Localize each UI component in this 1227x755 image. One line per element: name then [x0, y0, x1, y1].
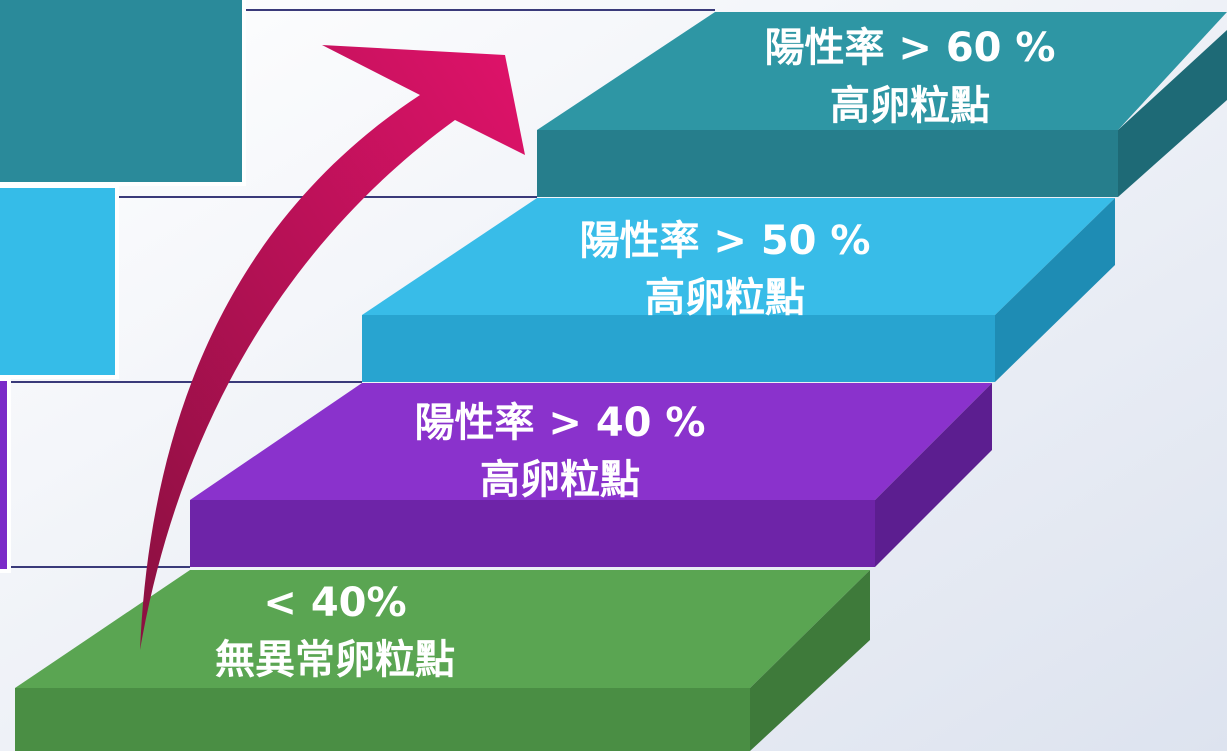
step-purple — [190, 383, 992, 567]
step-label: 高卵粒點 — [645, 275, 805, 321]
step-label: 陽性率 > 60 % — [764, 25, 1055, 71]
step-label: 高卵粒點 — [830, 83, 990, 129]
rising-arrow — [140, 45, 525, 650]
step-label: 陽性率 > 40 % — [414, 400, 705, 446]
side-panels — [0, 0, 246, 573]
step-teal — [537, 12, 1227, 197]
step-green — [15, 570, 870, 751]
step-label: 高卵粒點 — [480, 457, 640, 503]
step-blue — [362, 198, 1115, 382]
step-label: 無異常卵粒點 — [215, 637, 455, 683]
step-label: < 40% — [263, 580, 406, 626]
step-label: 陽性率 > 50 % — [579, 218, 870, 264]
